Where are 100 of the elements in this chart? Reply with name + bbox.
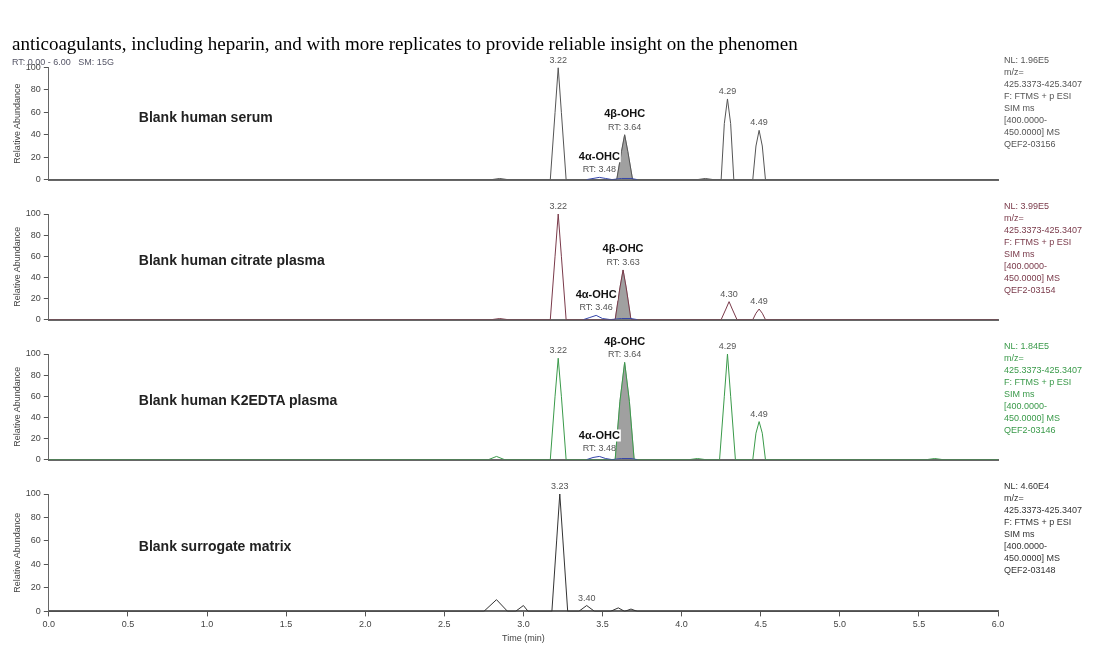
y-axis-title: Relative Abundance [11,83,22,164]
text: NL: 3.99E5 [1004,200,1050,211]
annotation: 4.49 [750,408,768,419]
chart-title: anticoagulants, including heparin, and with more replicates to provide reliable insight on the phenomen [12,33,799,55]
annotation: 4α-OHC [575,287,617,300]
annotation: RT: 3.64 [607,349,642,360]
text: QEF2-03156 [1004,138,1056,149]
x-tick-label: 4.5 [754,619,767,630]
text: m/z= [1004,212,1024,223]
y-tick-label: 0 [35,174,41,185]
annotation: 3.22 [549,345,567,356]
text: QEF2-03154 [1004,284,1056,295]
text: F: FTMS + p ESI [1004,516,1072,527]
annotation: 3.22 [549,200,567,211]
annotation: 4.49 [750,296,768,307]
annotation: 4.29 [718,340,737,351]
text: F: FTMS + p ESI [1004,376,1072,387]
x-tick-label: 6.0 [991,619,1005,630]
x-tick-label: 0.5 [121,619,135,630]
text: SIM ms [1004,528,1035,539]
y-tick-label: 100 [25,348,41,359]
x-tick-label: 2.5 [438,619,451,630]
text: SIM ms [1004,388,1035,399]
y-tick-label: 40 [30,558,41,569]
annotation: 4.29 [718,85,737,96]
y-tick-label: 60 [30,390,41,401]
text: 425.3373-425.3407 [1004,224,1083,235]
y-tick-label: 40 [30,271,41,282]
y-axis-title: Relative Abundance [11,226,22,307]
annotation: Blank human serum [138,108,273,125]
text: SIM ms [1004,102,1035,113]
annotation: 3.23 [551,480,569,491]
text: [400.0000- [1004,400,1048,411]
y-tick-label: 60 [30,106,41,117]
text: [400.0000- [1004,260,1048,271]
y-tick-label: 20 [30,582,41,593]
x-tick-label: 1.0 [200,619,214,630]
annotation: 3.40 [577,592,596,603]
y-tick-label: 80 [30,369,41,380]
annotation: RT: 3.48 [582,164,617,175]
annotation: 4β-OHC [604,334,646,347]
text: NL: 1.96E5 [1004,54,1050,65]
annotation: 4β-OHC [604,107,646,120]
text: QEF2-03148 [1004,564,1056,575]
y-tick-label: 60 [30,535,41,546]
y-tick-label: 20 [30,292,41,303]
text: 450.0000] MS [1004,126,1061,137]
text: F: FTMS + p ESI [1004,236,1072,247]
text: m/z= [1004,66,1024,77]
text: 450.0000] MS [1004,552,1061,563]
y-tick-label: 80 [30,511,41,522]
text: [400.0000- [1004,114,1048,125]
text: 425.3373-425.3407 [1004,364,1083,375]
y-tick-label: 40 [30,129,41,140]
y-tick-label: 0 [35,314,41,325]
annotation: RT: 3.64 [607,121,642,132]
annotation: 4α-OHC [578,149,620,162]
text: 425.3373-425.3407 [1004,504,1083,515]
y-tick-label: 20 [30,432,41,443]
text: NL: 4.60E4 [1004,480,1050,491]
text: QEF2-03146 [1004,424,1056,435]
text: m/z= [1004,492,1024,503]
y-axis-title: Relative Abundance [11,512,22,593]
text: SIM ms [1004,248,1035,259]
text: F: FTMS + p ESI [1004,90,1072,101]
annotation: 4β-OHC [602,242,644,255]
x-tick-label: 5.0 [833,619,847,630]
y-tick-label: 100 [25,208,41,219]
x-tick-label: 2.0 [358,619,372,630]
annotation: RT: 3.46 [579,302,613,313]
text: m/z= [1004,352,1024,363]
annotation: 4α-OHC [578,428,620,441]
x-tick-label: 3.5 [596,619,609,630]
annotation: Blank human K2EDTA plasma [138,392,338,409]
y-tick-label: 60 [30,250,41,261]
x-axis-title: Time (min) [502,633,545,644]
x-tick-label: 3.0 [517,619,530,630]
x-tick-label: 0.0 [42,619,56,630]
text: NL: 1.84E5 [1004,340,1050,351]
y-tick-label: 80 [30,84,41,95]
annotation: 3.22 [549,54,567,65]
text: 450.0000] MS [1004,412,1061,423]
x-tick-label: 4.0 [675,619,688,630]
annotation: Blank surrogate matrix [138,537,292,554]
text: 450.0000] MS [1004,272,1061,283]
annotation: Blank human citrate plasma [138,252,325,269]
y-axis-title: Relative Abundance [11,366,22,447]
y-tick-label: 80 [30,229,41,240]
y-tick-label: 0 [35,605,41,616]
annotation: 4.49 [750,117,768,128]
annotation: 4.30 [720,288,738,299]
y-tick-label: 0 [35,454,41,465]
text: 425.3373-425.3407 [1004,78,1083,89]
text: [400.0000- [1004,540,1048,551]
x-tick-label: 1.5 [279,619,293,630]
x-tick-label: 5.5 [912,619,926,630]
y-tick-label: 20 [30,151,41,162]
annotation: RT: 3.63 [606,256,640,267]
annotation: RT: 3.48 [582,443,617,454]
y-tick-label: 40 [30,411,41,422]
